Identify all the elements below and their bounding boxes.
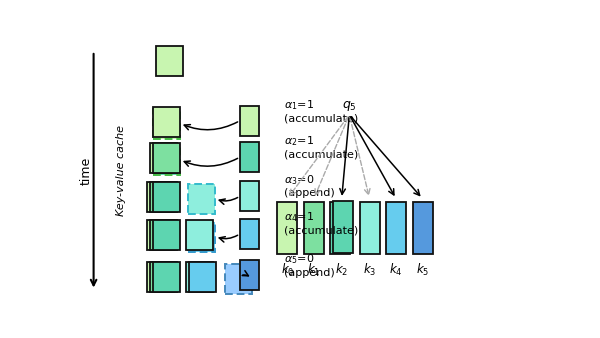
Bar — [157, 46, 184, 76]
Bar — [188, 222, 215, 252]
Bar — [150, 262, 177, 292]
Bar — [146, 220, 173, 250]
Bar — [333, 201, 353, 253]
Bar — [153, 220, 180, 250]
Text: $q_5$: $q_5$ — [342, 99, 357, 114]
Text: $\alpha_4\!=\!1$
(accumulate): $\alpha_4\!=\!1$ (accumulate) — [284, 211, 359, 236]
Bar — [225, 264, 252, 294]
Bar — [240, 261, 259, 290]
Text: $k_1$: $k_1$ — [307, 262, 320, 278]
Bar — [150, 220, 177, 250]
Bar — [185, 262, 212, 292]
Bar — [330, 202, 350, 254]
Bar — [153, 109, 180, 139]
Bar — [153, 143, 180, 173]
Bar — [146, 183, 173, 212]
Text: time: time — [80, 156, 93, 185]
Bar — [153, 183, 180, 212]
Bar — [150, 183, 177, 212]
Text: $\alpha_1\!=\!1$
(accumulate): $\alpha_1\!=\!1$ (accumulate) — [284, 98, 359, 123]
Bar — [153, 145, 180, 175]
Text: $k_5$: $k_5$ — [416, 262, 429, 278]
Bar — [240, 106, 259, 136]
Text: $\alpha_2\!=\!1$
(accumulate): $\alpha_2\!=\!1$ (accumulate) — [284, 135, 359, 160]
Bar — [150, 143, 177, 173]
Bar — [240, 219, 259, 249]
Bar — [188, 185, 215, 214]
Text: Key-value cache: Key-value cache — [116, 125, 127, 216]
Text: $\alpha_3\!=\!0$
(append): $\alpha_3\!=\!0$ (append) — [284, 173, 335, 198]
Text: $k_3$: $k_3$ — [363, 262, 376, 278]
Text: $k_4$: $k_4$ — [389, 262, 403, 278]
Bar — [413, 202, 433, 254]
Bar — [153, 107, 180, 137]
Bar — [146, 262, 173, 292]
Bar — [304, 202, 324, 254]
Text: $k_0$: $k_0$ — [281, 262, 294, 278]
Bar — [359, 202, 380, 254]
Bar — [277, 202, 297, 254]
Text: $\alpha_5\!=\!0$
(append): $\alpha_5\!=\!0$ (append) — [284, 252, 335, 277]
Bar — [386, 202, 406, 254]
Bar — [153, 262, 180, 292]
Bar — [185, 220, 212, 250]
Bar — [240, 181, 259, 211]
Bar — [240, 142, 259, 172]
Text: $k_2$: $k_2$ — [335, 262, 348, 278]
Bar — [189, 262, 216, 292]
